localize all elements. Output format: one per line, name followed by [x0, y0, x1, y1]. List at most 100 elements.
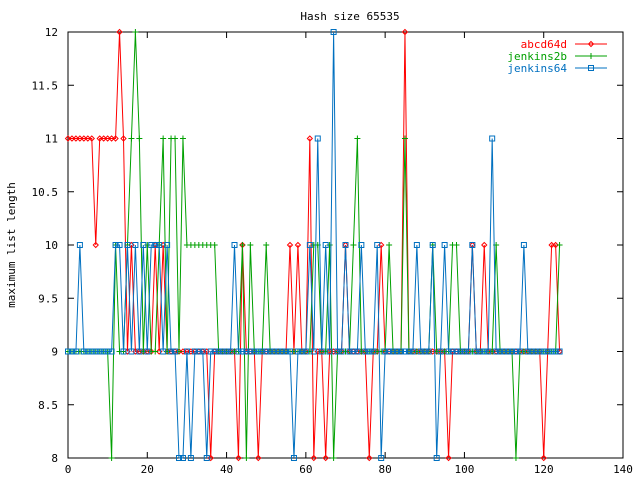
jenkins64-point: [370, 348, 377, 355]
jenkins2b-point: [556, 242, 563, 248]
y-tick-label: 11: [45, 133, 58, 146]
x-tick-label: 20: [141, 463, 154, 476]
jenkins64-point: [362, 348, 369, 355]
jenkins64-point: [243, 348, 250, 355]
jenkins64-point: [326, 348, 333, 355]
jenkins64-point: [338, 348, 345, 355]
abcd64d-point: [255, 454, 262, 462]
jenkins64-point: [160, 348, 167, 355]
jenkins64-point: [259, 348, 266, 355]
y-tick-label: 10.5: [32, 186, 59, 199]
jenkins64-point: [247, 348, 254, 355]
jenkins64-point: [386, 348, 393, 355]
jenkins64-point: [176, 455, 182, 461]
jenkins64-point: [100, 348, 107, 355]
jenkins2b-point: [453, 242, 460, 248]
jenkins64-point: [215, 348, 222, 355]
jenkins2b-point: [144, 242, 151, 248]
jenkins64-point: [112, 242, 119, 248]
series-jenkins2b: [65, 29, 563, 461]
jenkins64-point: [469, 242, 476, 248]
jenkins64-point: [532, 348, 539, 355]
jenkins2b-point: [136, 135, 143, 142]
abcd64d-point: [306, 135, 314, 142]
jenkins64-point: [501, 348, 508, 355]
jenkins64-point: [354, 348, 361, 355]
jenkins64-point: [350, 348, 357, 355]
jenkins64-point: [231, 242, 238, 248]
abcd64d-point: [366, 454, 373, 462]
jenkins64-point: [477, 348, 484, 355]
jenkins64-point: [199, 348, 206, 355]
jenkins64-point: [314, 135, 321, 142]
jenkins2b-point: [140, 348, 147, 355]
x-tick-label: 100: [454, 463, 474, 476]
legend-label-jenkins2b: jenkins2b: [507, 50, 567, 63]
jenkins64-point: [405, 348, 412, 355]
y-tick-label: 8.5: [38, 399, 58, 412]
jenkins64-point: [203, 455, 210, 461]
jenkins64-point: [211, 348, 218, 355]
jenkins64-point: [187, 455, 194, 461]
jenkins64-point: [552, 348, 559, 355]
jenkins64-point: [172, 348, 179, 355]
jenkins64-point: [536, 348, 543, 355]
jenkins64-point: [294, 348, 301, 355]
abcd64d-point: [445, 454, 452, 462]
jenkins2b-point: [306, 348, 313, 355]
jenkins64-point: [334, 348, 341, 355]
jenkins64-point: [96, 348, 103, 355]
y-tick-label: 8: [51, 452, 58, 465]
jenkins2b-point: [386, 242, 393, 248]
jenkins64-point: [108, 348, 115, 355]
jenkins64-point: [485, 348, 492, 355]
jenkins64-point: [544, 348, 551, 355]
abcd64d-point: [401, 28, 409, 36]
jenkins64-point: [409, 348, 416, 355]
jenkins2b-point: [172, 135, 179, 142]
jenkins64-point: [310, 348, 317, 355]
jenkins64-point: [191, 348, 198, 355]
jenkins2b-point: [354, 135, 361, 142]
x-tick-label: 40: [220, 463, 233, 476]
jenkins64-point: [227, 348, 234, 355]
jenkins64-point: [366, 348, 373, 355]
abcd64d-point: [88, 135, 95, 142]
jenkins64-point: [520, 242, 527, 248]
jenkins64-point: [457, 348, 464, 355]
y-axis-label: maximum list length: [5, 182, 18, 308]
abcd64d-point: [92, 241, 99, 249]
jenkins64-point: [425, 348, 432, 355]
abcd64d-point: [235, 454, 242, 462]
x-tick-label: 80: [379, 463, 392, 476]
jenkins64-point: [548, 348, 555, 355]
jenkins64-point: [219, 348, 226, 355]
jenkins64-point: [65, 348, 71, 355]
jenkins2b-point: [152, 348, 159, 355]
jenkins64-point: [195, 348, 202, 355]
abcd64d-point: [481, 241, 488, 249]
jenkins2b-point: [239, 242, 246, 248]
jenkins64-point: [72, 348, 79, 355]
jenkins2b-point: [263, 242, 270, 248]
jenkins64-point: [239, 348, 246, 355]
jenkins64-point: [267, 348, 274, 355]
jenkins64-point: [374, 242, 381, 248]
y-tick-label: 9.5: [38, 292, 58, 305]
y-tick-label: 9: [51, 346, 58, 359]
legend-label-abcd64d: abcd64d: [521, 38, 567, 51]
jenkins64-point: [279, 348, 286, 355]
jenkins2b-point: [108, 455, 115, 461]
jenkins64-point: [398, 348, 404, 355]
abcd64d-point: [310, 454, 317, 462]
jenkins64-point: [556, 348, 563, 355]
jenkins64-point: [255, 348, 262, 355]
legend-abcd64d-point: [587, 40, 595, 48]
jenkins64-point: [136, 348, 143, 355]
jenkins2b-point: [128, 135, 135, 142]
jenkins64-point: [235, 348, 242, 355]
jenkins64-point: [528, 348, 535, 355]
jenkins64-point: [140, 242, 147, 248]
jenkins64-point: [493, 348, 500, 355]
jenkins64-point: [263, 348, 270, 355]
